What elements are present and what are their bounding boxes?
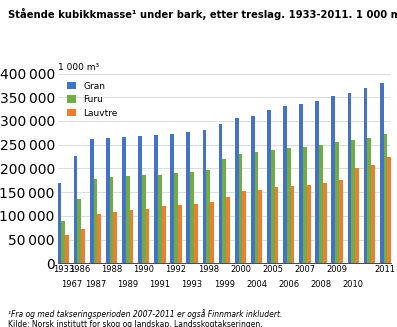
Bar [222,159,226,263]
Bar [351,140,355,263]
Bar [239,154,242,263]
Bar [315,101,319,263]
Bar [339,180,343,263]
Bar [58,182,61,263]
Bar [267,110,271,263]
Bar [81,229,85,263]
Bar [319,145,323,263]
Bar [287,148,291,263]
Bar [384,134,387,263]
Text: Stående kubikkmasse¹ under bark, etter treslag. 1933-2011. 1 000 m³: Stående kubikkmasse¹ under bark, etter t… [8,8,397,20]
Bar [90,140,94,263]
Bar [371,164,375,263]
Bar [283,106,287,263]
Bar [146,209,149,263]
Text: ¹Fra og med takseringsperioden 2007-2011 er også Finnmark inkludert.: ¹Fra og med takseringsperioden 2007-2011… [8,309,282,319]
Bar [190,172,194,263]
Bar [154,135,158,263]
Bar [355,168,359,263]
Bar [380,83,384,263]
Bar [299,104,303,263]
Bar [158,175,162,263]
Bar [274,187,278,263]
Bar [97,214,101,263]
Bar [307,185,310,263]
Bar [122,137,126,263]
Bar [242,191,246,263]
Bar [226,197,230,263]
Bar [138,136,142,263]
Bar [331,96,335,263]
Bar [126,176,129,263]
Bar [291,186,295,263]
Bar [367,138,371,263]
Bar [162,206,166,263]
Bar [387,157,391,263]
Bar [347,93,351,263]
Bar [202,130,206,263]
Text: Kilde: Norsk institutt for skog og landskap. Landsskogtakseringen.: Kilde: Norsk institutt for skog og lands… [8,320,262,327]
Bar [94,179,97,263]
Bar [178,205,182,263]
Bar [129,210,133,263]
Bar [335,142,339,263]
Bar [174,173,178,263]
Bar [114,212,117,263]
Text: 1 000 m³: 1 000 m³ [58,63,99,72]
Bar [271,150,274,263]
Bar [142,175,146,263]
Bar [254,152,258,263]
Bar [235,118,239,263]
Bar [258,190,262,263]
Bar [206,170,210,263]
Bar [187,132,190,263]
Bar [61,220,65,263]
Bar [364,88,367,263]
Bar [219,124,222,263]
Bar [194,204,198,263]
Legend: Gran, Furu, Lauvtre: Gran, Furu, Lauvtre [64,78,121,121]
Bar [251,116,254,263]
Bar [303,147,307,263]
Bar [106,138,110,263]
Bar [74,156,77,263]
Bar [323,182,327,263]
Bar [110,178,114,263]
Bar [210,201,214,263]
Bar [170,134,174,263]
Bar [65,235,69,263]
Bar [77,199,81,263]
